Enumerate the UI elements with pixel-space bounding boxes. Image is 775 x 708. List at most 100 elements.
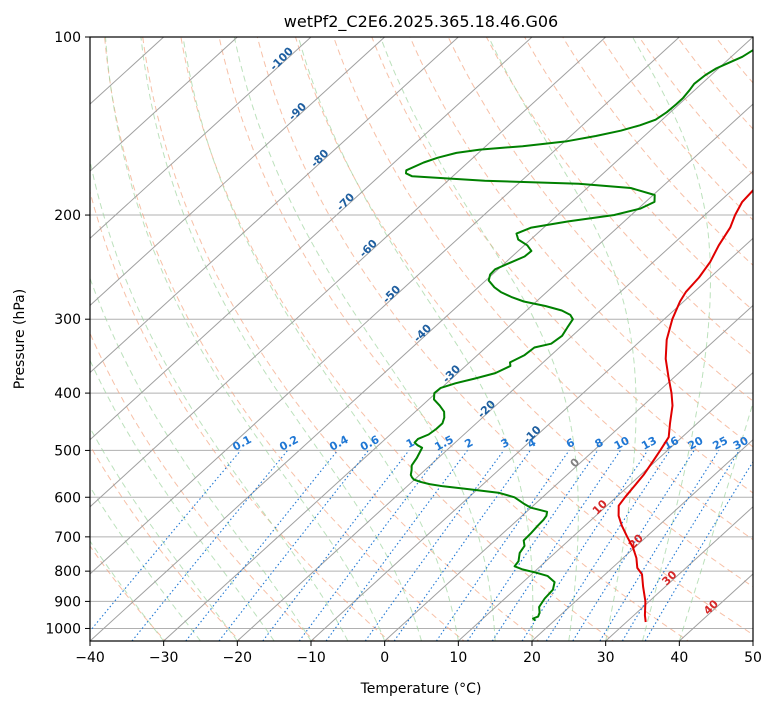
mixing-ratio-label: 6 [564,436,577,451]
isotherm-label: 10 [590,497,610,517]
dry-adiabat [294,37,753,588]
x-axis-label: Temperature (°C) [360,681,482,697]
dry-adiabat [90,545,166,641]
mixing-ratio-line [131,450,289,641]
mixing-ratio-line [262,450,410,641]
x-tick-label: −40 [75,650,105,666]
mixing-ratio-line [644,460,753,641]
x-tick-label: 30 [597,650,615,666]
dry-adiabat [90,332,316,641]
skewed-isotherm [90,37,459,374]
isotherm-label: 40 [701,597,721,617]
y-tick-label: 300 [54,312,81,328]
dry-adiabat [104,37,465,641]
x-tick-label: 40 [670,650,688,666]
x-tick-label: 50 [744,650,762,666]
dry-adiabat [447,37,753,402]
y-tick-label: 700 [54,530,81,546]
x-tick-label: −30 [149,650,179,666]
skewed-isotherm [236,170,753,641]
dry-adiabat [600,37,753,221]
moist-adiabat [488,37,637,641]
skewed-isotherm [90,37,312,240]
moist-adiabat [90,276,312,641]
mixing-ratio-line [545,450,671,641]
dry-adiabat [90,190,391,641]
dewpoint-profile [405,48,753,622]
isotherm-label: -50 [380,283,403,306]
y-tick-label: 1000 [45,621,81,637]
y-tick-label: 500 [54,443,81,459]
skewed-isotherm [384,304,753,641]
isotherm-label: -20 [475,397,498,420]
mixing-ratio-line [90,450,242,632]
axes: −40 −30 −20 −10 0 10 20 30 40 50 100 200 300 400 500 60… [45,30,762,666]
isotherm-label: -90 [286,100,309,123]
isotherm-label: -100 [267,44,296,73]
moist-adiabat [233,37,496,641]
x-tick-label: 20 [523,650,541,666]
y-tick-label: 200 [54,208,81,224]
skewed-isotherm [90,37,753,641]
dry-adiabat [90,444,241,641]
moist-adiabat [90,485,201,641]
mixing-ratio-line [467,450,599,641]
dry-adiabat [485,37,753,357]
y-tick-label: 800 [54,564,81,580]
mixing-ratio-line [325,450,468,641]
isotherm-label: -80 [308,147,331,170]
dry-adiabat [256,37,753,636]
mixing-ratio-label: 36 [752,434,772,453]
skewed-isotherm [310,237,753,641]
mixing-ratio-label: 16 [661,434,681,453]
temperature-profile [617,188,753,623]
dry-adiabat [180,37,615,641]
moist-adiabat [90,426,238,641]
skewed-isotherm [605,506,753,641]
skewed-isotherm [90,37,680,575]
dry-adiabat [333,37,753,541]
x-tick-label: −20 [223,650,253,666]
skewed-isotherm [90,37,238,172]
moist-adiabat [90,359,275,641]
moist-adiabat [90,540,165,641]
dry-adiabat [524,37,753,312]
mixing-ratio-label: 2 [462,436,475,451]
moist-adiabat [140,37,422,641]
mixing-ratio-line [435,450,570,641]
mixing-ratio-label: 8 [593,436,606,451]
mixing-ratio-label: 10 [612,434,632,453]
mixing-ratio-line [491,450,621,641]
skewed-isotherm [90,37,533,441]
skewed-isotherm [457,371,753,641]
mixing-ratio-line [185,450,339,641]
mixing-ratio-line [218,450,369,641]
y-tick-label: 900 [54,594,81,610]
moist-adiabat [297,37,534,641]
dry-adiabat [409,37,753,448]
skewed-isotherm [163,103,753,641]
moist-adiabat [90,158,349,641]
mixing-ratio-line [621,450,740,641]
moist-adiabat [632,37,711,641]
y-tick-label: 600 [54,490,81,506]
dry-adiabat [371,37,753,494]
dry-adiabat [142,37,540,641]
skewed-isotherm [90,37,607,508]
x-tick-label: 10 [449,650,467,666]
isotherm-label: -70 [334,190,357,213]
skewed-isotherm [531,438,753,641]
dry-adiabat [714,37,753,84]
isotherm-label: -10 [521,423,544,446]
moist-adiabat [380,37,579,641]
mixing-ratio-label: 30 [731,434,751,453]
moist-adiabat [182,37,459,641]
moist-adiabat [105,37,386,641]
mixing-ratio-line [521,450,649,641]
mixing-ratio-line [364,450,505,641]
mixing-ratio-line [298,450,444,641]
y-tick-label: 100 [54,30,81,46]
mixing-ratio-label: 25 [710,434,730,453]
skewed-isotherm [90,37,386,307]
